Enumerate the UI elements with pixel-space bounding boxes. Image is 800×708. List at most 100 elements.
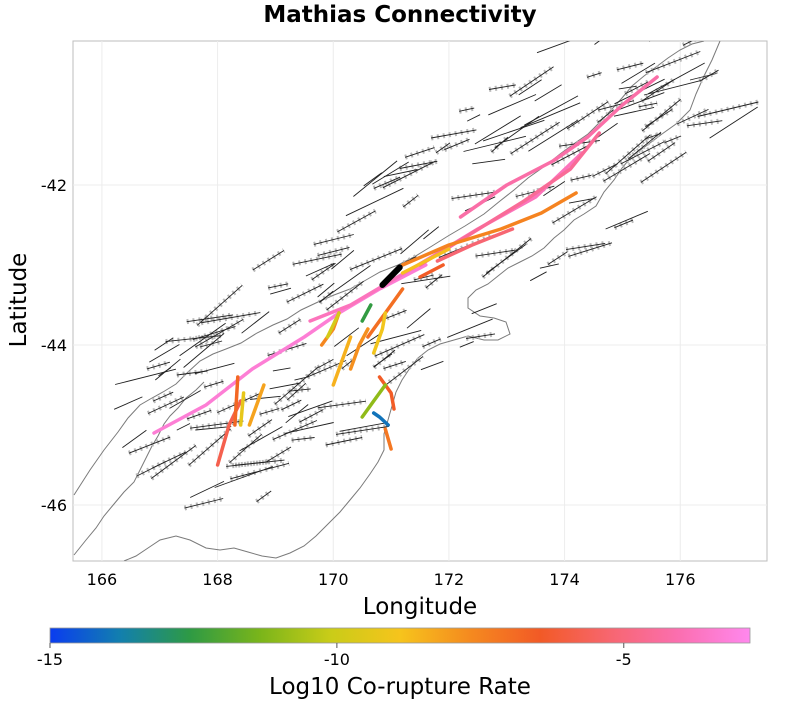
rupture-porters-pass bbox=[400, 247, 451, 275]
fault-trace bbox=[618, 85, 637, 90]
fault-trace bbox=[401, 275, 451, 285]
fault-trace bbox=[552, 196, 597, 224]
fault-trace bbox=[630, 6, 659, 13]
fault-trace bbox=[543, 181, 566, 197]
fault-trace bbox=[406, 308, 431, 329]
fault-trace bbox=[234, 461, 268, 466]
fault-trace bbox=[597, 109, 614, 123]
fault-trace bbox=[176, 370, 208, 376]
fault-trace bbox=[482, 119, 545, 142]
fault-trace bbox=[435, 142, 451, 154]
fault-trace bbox=[647, 62, 705, 95]
fault-plane bbox=[630, 6, 659, 13]
fault-trace bbox=[203, 380, 224, 388]
fault-trace bbox=[165, 335, 221, 343]
coastline bbox=[73, 41, 721, 561]
fault-trace bbox=[353, 160, 398, 197]
fault-trace bbox=[284, 422, 334, 434]
fault-trace bbox=[192, 326, 236, 341]
fault-trace bbox=[403, 194, 419, 208]
background-faults-black bbox=[113, 5, 759, 509]
fault-trace bbox=[459, 107, 475, 112]
rupture-waitaki bbox=[360, 383, 388, 419]
fault-trace bbox=[568, 242, 613, 257]
colorbar-ticks: -15 -10 -5 bbox=[37, 643, 632, 669]
fault-trace bbox=[214, 466, 273, 488]
fault-trace bbox=[349, 248, 403, 271]
fault-trace bbox=[346, 331, 383, 357]
fault-trace bbox=[114, 368, 177, 385]
fault-trace bbox=[292, 253, 342, 265]
fault-trace bbox=[152, 391, 174, 402]
fault-trace bbox=[252, 250, 285, 271]
fault-trace bbox=[249, 395, 281, 400]
rupture-harper bbox=[418, 263, 445, 279]
x-tick-label: 166 bbox=[87, 570, 118, 589]
fault-trace bbox=[605, 210, 648, 230]
fault-trace bbox=[179, 322, 226, 357]
fault-plane bbox=[663, 5, 677, 15]
fault-trace bbox=[239, 426, 283, 452]
fault-trace bbox=[472, 158, 506, 165]
x-tick-label: 174 bbox=[549, 570, 580, 589]
fault-trace bbox=[383, 360, 406, 370]
fault-trace bbox=[294, 376, 309, 381]
fault-trace bbox=[373, 349, 396, 368]
fault-trace bbox=[176, 423, 191, 431]
fault-trace bbox=[628, 131, 662, 160]
fault-trace bbox=[256, 490, 272, 502]
fault-trace bbox=[614, 219, 634, 229]
fault-trace bbox=[529, 271, 547, 282]
fault-trace bbox=[475, 249, 516, 257]
y-tick-label: -44 bbox=[41, 336, 67, 355]
y-axis-ticks: -42 -44 -46 bbox=[41, 176, 67, 515]
fault-trace bbox=[413, 274, 434, 281]
rupture-ostler bbox=[331, 335, 353, 387]
fault-trace bbox=[570, 174, 592, 181]
y-axis-label: Latitude bbox=[6, 253, 32, 348]
fault-trace bbox=[488, 94, 537, 116]
grid bbox=[73, 41, 767, 561]
fault-trace bbox=[331, 250, 355, 270]
fault-trace bbox=[404, 147, 435, 158]
fault-trace bbox=[488, 84, 516, 90]
fault-trace bbox=[319, 265, 371, 303]
fault-trace bbox=[621, 62, 656, 84]
fault-trace bbox=[154, 337, 174, 351]
fault-trace bbox=[281, 399, 302, 411]
fault-trace bbox=[335, 425, 390, 435]
fault-trace bbox=[266, 446, 292, 463]
fault-trace bbox=[334, 327, 360, 347]
fault-trace bbox=[689, 73, 717, 81]
y-tick-label: -46 bbox=[41, 496, 67, 515]
fault-trace bbox=[603, 153, 651, 182]
fault-trace bbox=[592, 163, 618, 177]
colorbar-tick-label: -5 bbox=[616, 650, 632, 669]
rupture-ben-ohau bbox=[325, 311, 341, 339]
fault-trace bbox=[566, 101, 609, 130]
fault-trace bbox=[605, 134, 651, 175]
fault-trace bbox=[647, 142, 676, 162]
fault-trace bbox=[518, 79, 542, 96]
fault-trace bbox=[536, 41, 571, 54]
fault-trace bbox=[647, 7, 698, 36]
fault-trace bbox=[663, 5, 677, 15]
rupture-moonlight bbox=[233, 375, 240, 427]
fault-trace bbox=[709, 106, 758, 139]
fault-trace bbox=[186, 314, 234, 323]
chart-title: Mathias Connectivity bbox=[263, 2, 537, 28]
fault-trace bbox=[186, 409, 212, 420]
fault-trace bbox=[339, 422, 385, 432]
fault-trace bbox=[313, 234, 354, 245]
fault-trace bbox=[270, 287, 292, 295]
colorbar-label: Log10 Co-rupture Rate bbox=[269, 674, 531, 700]
fault-trace bbox=[451, 191, 499, 200]
fault-trace bbox=[594, 41, 600, 45]
rupture-clarence bbox=[400, 191, 578, 267]
fault-trace bbox=[272, 420, 318, 441]
rupture-hope bbox=[435, 227, 515, 263]
fault-trace bbox=[128, 436, 171, 454]
fault-trace bbox=[326, 281, 364, 311]
fault-trace bbox=[539, 263, 559, 269]
